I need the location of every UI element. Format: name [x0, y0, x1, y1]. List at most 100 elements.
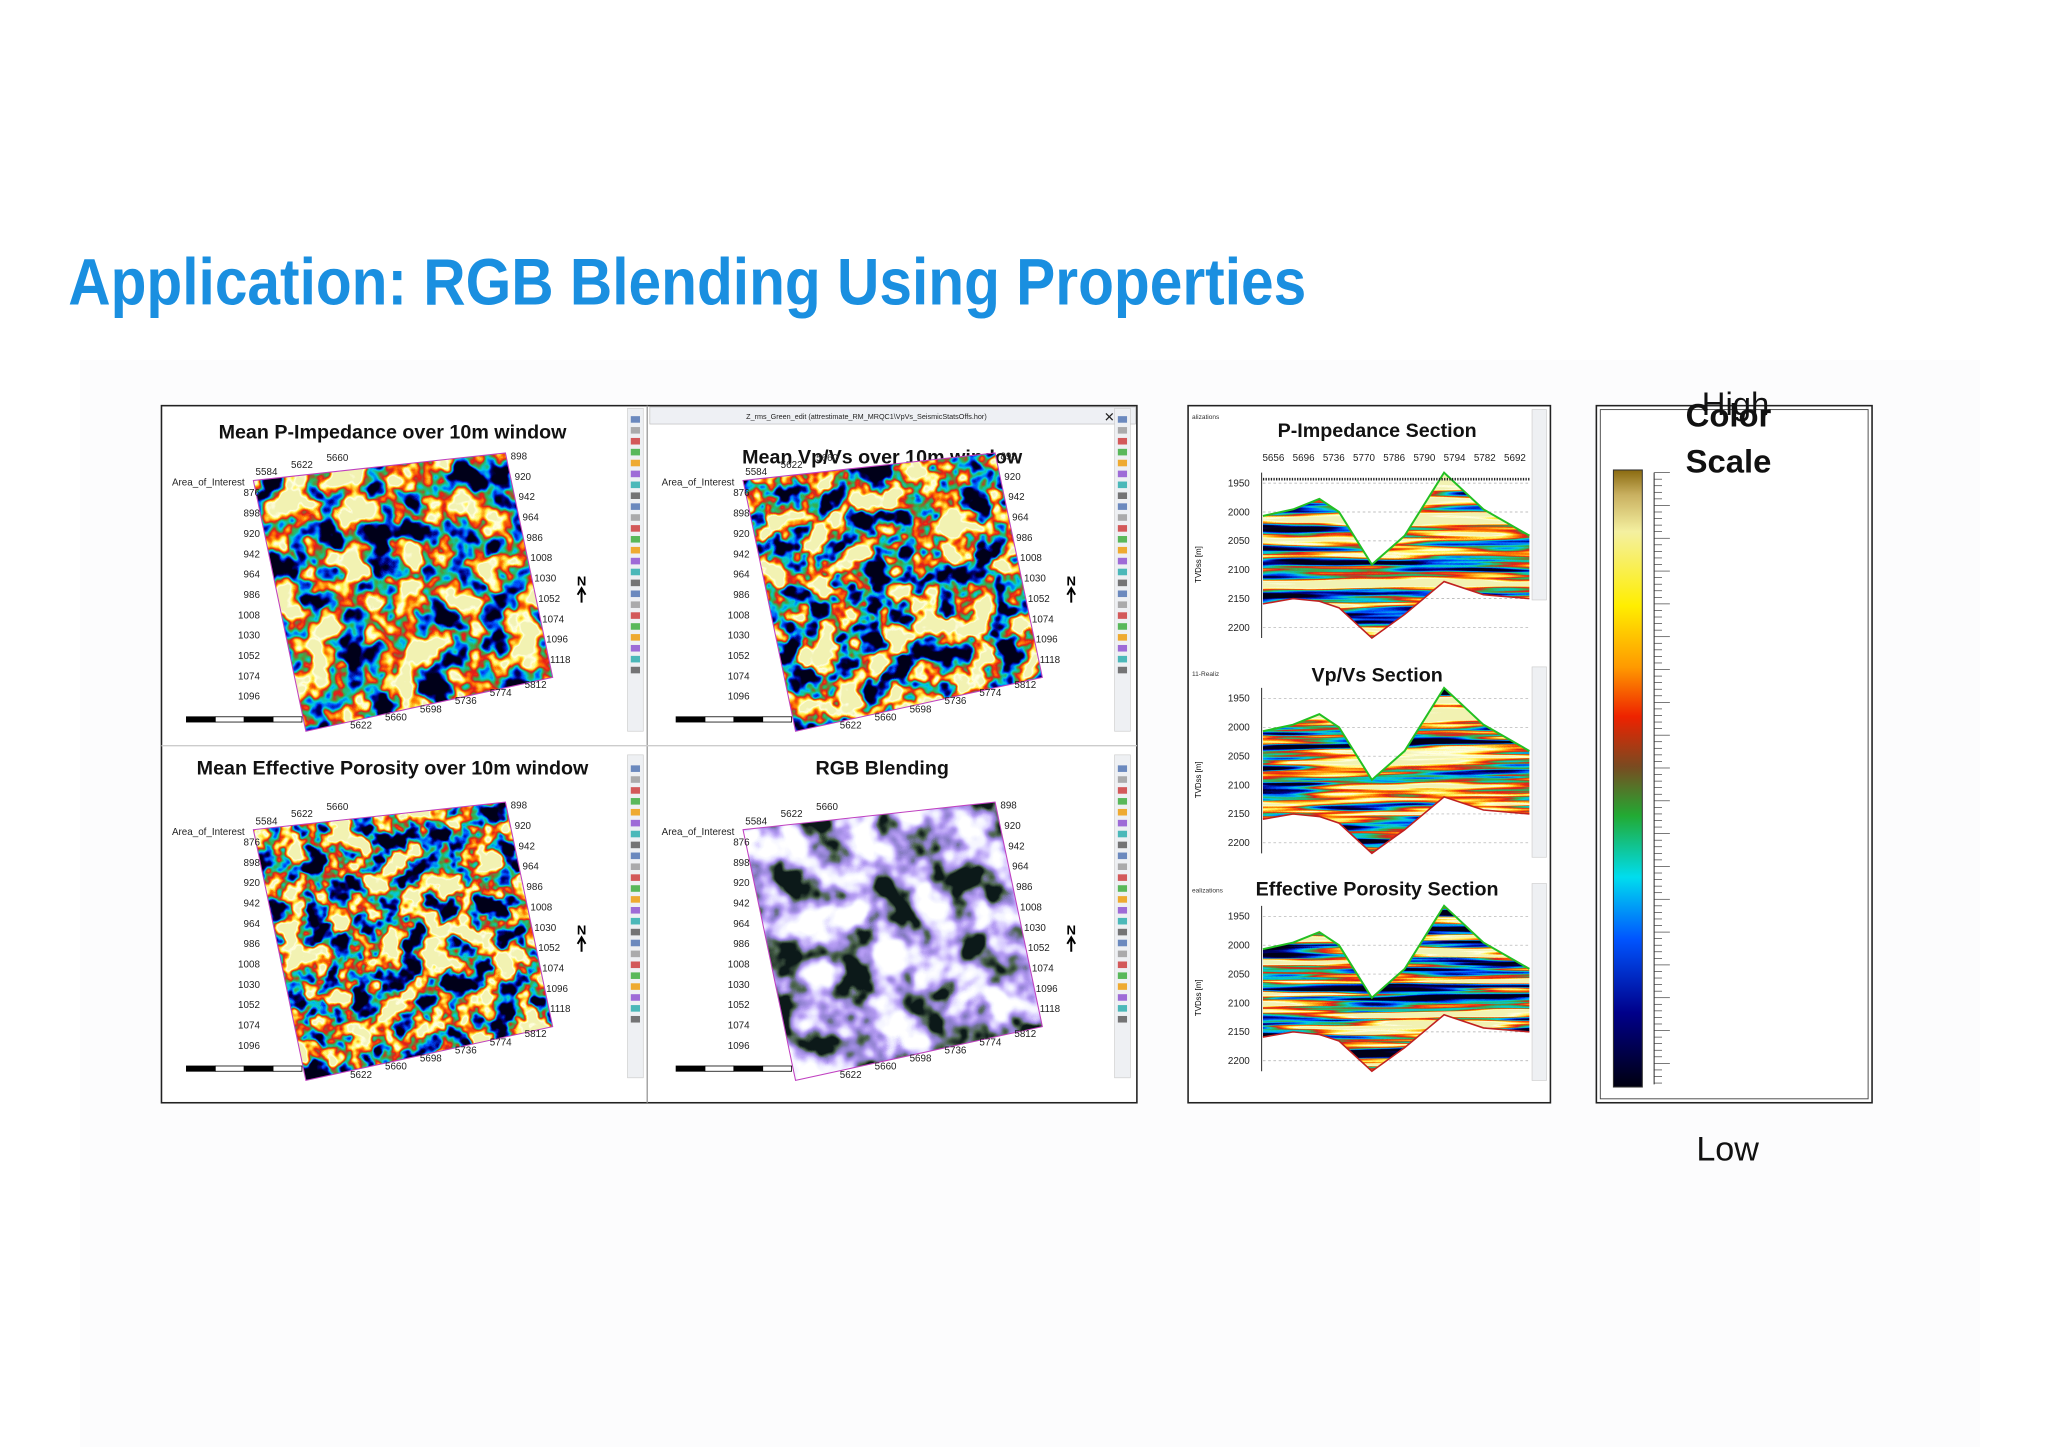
tool-icon: [630, 830, 640, 838]
y-label: 1030: [534, 574, 556, 585]
tool-icon: [1117, 623, 1128, 630]
depth-label: 2000: [1228, 723, 1250, 734]
tool-icon: [1117, 525, 1128, 532]
tool-icon: [630, 590, 640, 598]
tool-icon: [630, 939, 640, 947]
y-label: 898: [1000, 801, 1017, 812]
depth-label: 2150: [1228, 594, 1250, 605]
window-close: ✕: [1104, 409, 1115, 424]
y-label: 876: [733, 488, 750, 499]
trace-label: 5794: [1444, 453, 1466, 464]
tool-icon: [1117, 579, 1128, 587]
y-label: 1052: [1028, 594, 1050, 605]
tool-icon: [1117, 907, 1128, 914]
y-label: 964: [1012, 862, 1029, 873]
section-title: Effective Porosity Section: [1256, 878, 1499, 900]
tool-icon: [630, 852, 640, 860]
map-title: Mean Effective Porosity over 10m window: [197, 758, 589, 780]
y-label: 942: [1008, 841, 1024, 852]
tool-icon: [1117, 1015, 1128, 1023]
north-arrow: [576, 935, 587, 952]
y-label: 920: [1004, 821, 1021, 832]
map-title: Mean P-Impedance over 10m window: [219, 421, 568, 443]
tool-icon: [1117, 841, 1128, 849]
tool-icon: [1117, 568, 1128, 576]
tool-icon: [630, 863, 640, 870]
tool-icon: [630, 623, 640, 630]
y-label: 876: [733, 837, 750, 848]
x-label: 5660: [326, 802, 348, 813]
x-label: 5584: [256, 467, 278, 478]
y-label: 1008: [1020, 553, 1042, 564]
tool-icon: [1117, 514, 1128, 521]
scale-bar: [214, 716, 245, 723]
x-label: 5660: [385, 712, 407, 723]
north-arrow: [576, 586, 587, 603]
y-label: 964: [244, 919, 261, 930]
depth-label: 2050: [1228, 969, 1250, 980]
y-label: 1008: [1020, 902, 1042, 913]
tool-icon: [1117, 852, 1128, 860]
depth-label: 2150: [1228, 1027, 1250, 1038]
area-label: Area_of_Interest: [172, 827, 245, 838]
y-label: 1052: [728, 651, 750, 662]
map-outline: [742, 452, 1043, 732]
scale-bar: [243, 1065, 274, 1072]
depth-label: 1950: [1228, 912, 1250, 923]
y-label: 1096: [546, 635, 568, 646]
tool-icon: [1117, 961, 1128, 969]
tool-icon: [630, 1015, 640, 1023]
y-label: 898: [244, 858, 261, 869]
scale-bar: [733, 716, 764, 723]
map-outline: [252, 452, 554, 732]
tool-icon: [630, 874, 640, 881]
tool-icon: [630, 917, 640, 925]
depth-label: 2150: [1228, 809, 1250, 820]
tool-icon: [630, 546, 640, 554]
y-label: 1008: [238, 610, 260, 621]
tool-icon: [630, 655, 640, 663]
x-label: 5812: [1014, 1029, 1036, 1040]
tool-icon: [1117, 590, 1128, 598]
y-label: 1008: [728, 960, 750, 971]
y-label: 876: [244, 837, 261, 848]
tool-icon: [630, 568, 640, 576]
y-label: 1096: [728, 1041, 750, 1052]
tool-icon: [1117, 459, 1128, 467]
north-label: N: [1067, 574, 1076, 589]
x-label: 5622: [781, 460, 803, 471]
tool-icon: [630, 481, 640, 489]
tool-icon: [630, 612, 640, 619]
tool-icon: [1117, 917, 1128, 925]
tool-icon: [630, 994, 640, 1001]
depth-label: 2100: [1228, 565, 1250, 576]
x-label: 5736: [945, 696, 967, 707]
y-label: 942: [1008, 492, 1024, 503]
tool-icon: [1117, 819, 1128, 827]
depth-label: 2100: [1228, 998, 1250, 1009]
scale-low: Low: [1696, 1131, 1759, 1169]
tool-icon: [630, 557, 640, 565]
section-tab: alizations: [1192, 414, 1220, 421]
tool-icon: [1117, 427, 1128, 434]
depth-label: 1950: [1228, 694, 1250, 705]
x-label: 5622: [781, 809, 803, 820]
scale-bar: [762, 1065, 793, 1072]
y-label: 1074: [542, 614, 564, 625]
map-outline: [742, 801, 1043, 1082]
horizon-base: [1262, 1013, 1530, 1073]
x-label: 5698: [910, 704, 932, 715]
y-label: 1096: [728, 692, 750, 703]
y-label: 920: [244, 878, 261, 889]
tool-icon: [630, 601, 640, 608]
tool-icon: [630, 514, 640, 521]
x-label: 5736: [455, 696, 477, 707]
y-label: 1008: [530, 902, 552, 913]
map-image: [253, 452, 553, 732]
y-label: 1118: [1040, 655, 1061, 666]
x-label: 5812: [525, 1029, 547, 1040]
y-label: 1030: [238, 980, 260, 991]
north-label: N: [1067, 923, 1076, 938]
depth-label: 1950: [1228, 478, 1250, 489]
